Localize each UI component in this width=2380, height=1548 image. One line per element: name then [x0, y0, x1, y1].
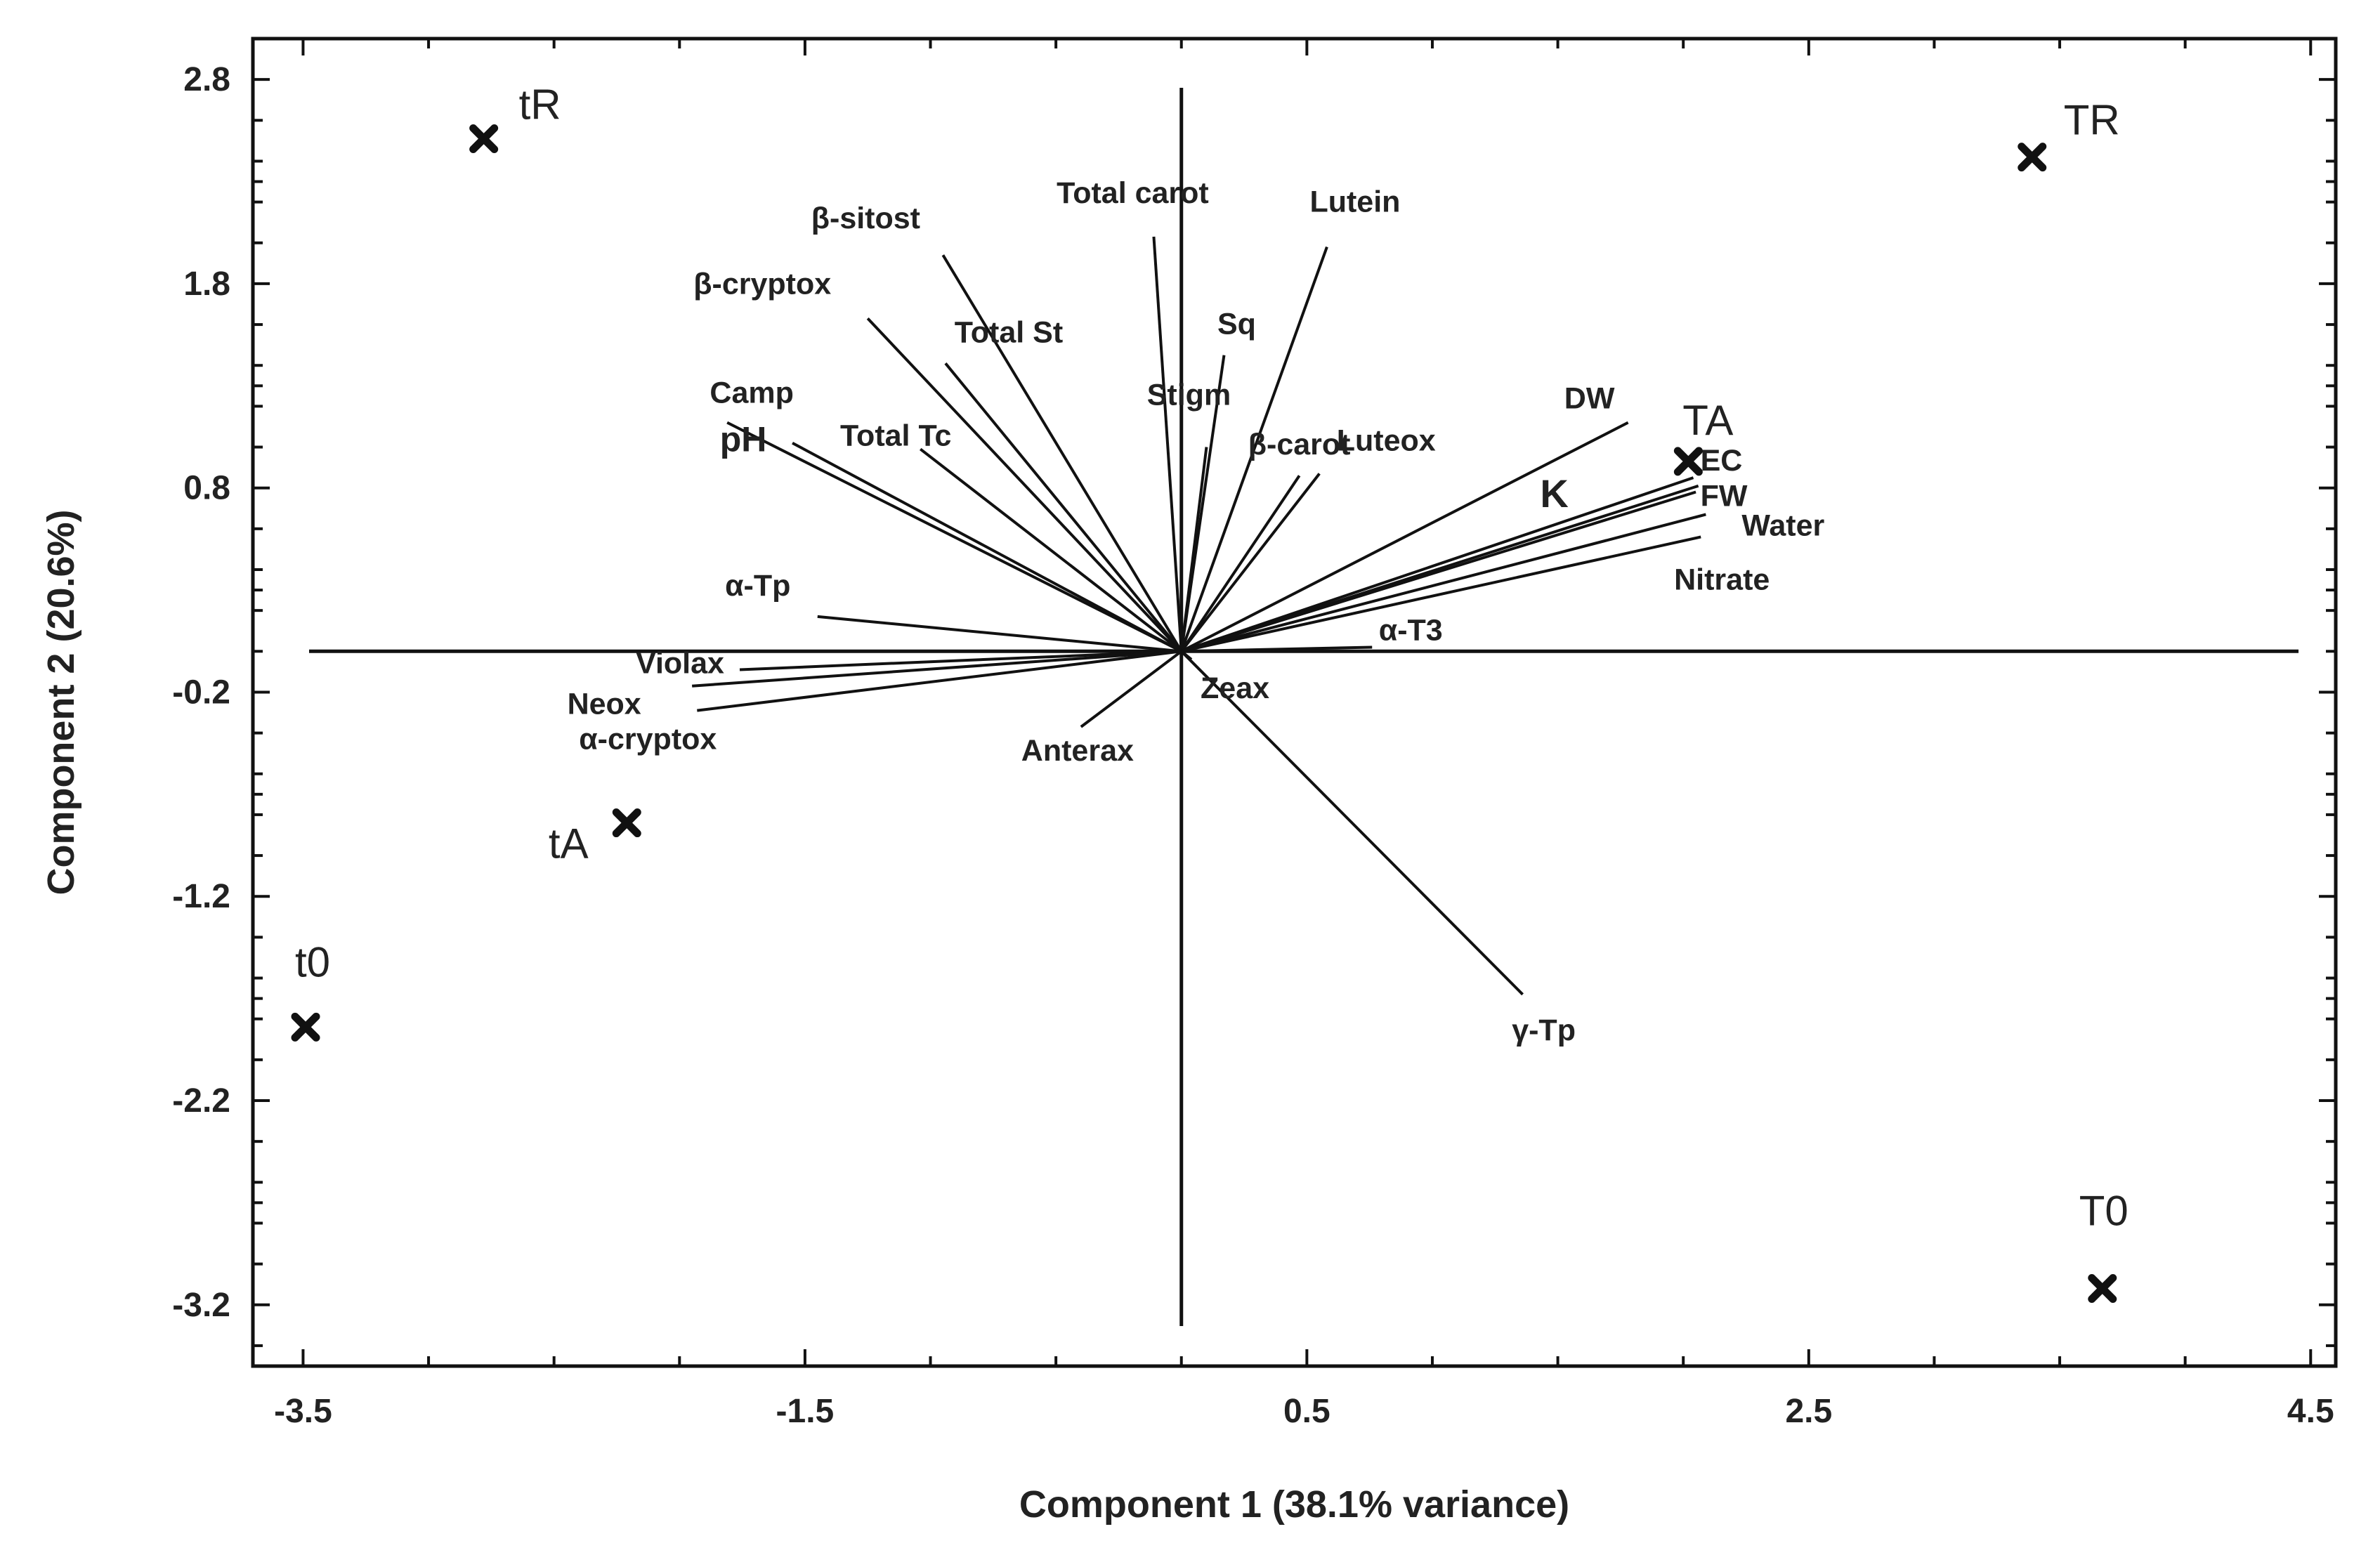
- loading-vector-violax: [739, 650, 1182, 671]
- y-tick-label: -2.2: [172, 1082, 230, 1120]
- loading-vector-dw: [1180, 421, 1629, 653]
- loading-label-water: Water: [1741, 509, 1824, 542]
- loading-label-cryptox: β-cryptox: [693, 267, 831, 301]
- loading-label-cryptox: α-cryptox: [579, 723, 717, 756]
- y-tick-label: 0.8: [183, 470, 230, 507]
- y-tick-label: -1.2: [172, 878, 230, 915]
- axis-lines: [309, 88, 2299, 1326]
- loading-labels: Lutein Total carot β-sitost β-cryptox Total …: [568, 176, 1825, 1047]
- marker-stroke: [469, 124, 499, 153]
- x-tick-label: 4.5: [2287, 1393, 2334, 1430]
- loading-label-tp: γ-Tp: [1512, 1014, 1576, 1047]
- loading-vector-stigm: [1179, 447, 1208, 652]
- x-tick-label: 2.5: [1785, 1393, 1832, 1430]
- loading-label-dw: DW: [1564, 382, 1615, 416]
- marker-stroke: [291, 1012, 320, 1042]
- loading-vectors: [692, 236, 1706, 996]
- loading-vector-fw: [1181, 490, 1696, 653]
- y-tick-label: -3.2: [172, 1287, 230, 1324]
- loading-label-total-tc: Total Tc: [840, 419, 951, 452]
- observation-label-ta: tA: [549, 820, 589, 867]
- observation-label-tr: TR: [2064, 97, 2120, 144]
- loading-label-zeax: Zeax: [1201, 671, 1269, 705]
- observation-marker-t0: [2088, 1274, 2117, 1304]
- loading-vector-neox: [692, 650, 1182, 688]
- x-axis-title: Component 1 (38.1% variance): [1019, 1483, 1569, 1526]
- loading-vector-ec: [1181, 476, 1694, 653]
- loading-label-tp: α-Tp: [725, 569, 790, 603]
- loading-vector-total-carot: [1152, 236, 1183, 652]
- loading-label-total-carot: Total carot: [1057, 176, 1209, 210]
- y-axis-title: Component 2 (20.6%): [40, 509, 82, 895]
- loading-label-t3: α-T3: [1379, 613, 1443, 647]
- y-tick-label: -0.2: [172, 674, 230, 711]
- observation-marker-ta: [612, 808, 641, 838]
- loading-vector-camp: [726, 421, 1182, 653]
- loading-label-sq: Sq: [1217, 308, 1256, 341]
- marker-stroke: [2018, 143, 2047, 172]
- loading-label-carot: β-carot: [1248, 428, 1351, 461]
- loading-vector-tp: [817, 615, 1182, 653]
- observation-markers: [291, 124, 2117, 1304]
- observation-marker-tr: [469, 124, 499, 153]
- loading-label-lutein: Lutein: [1309, 185, 1400, 219]
- y-tick-label: 2.8: [183, 61, 230, 98]
- loading-label-nitrate: Nitrate: [1674, 563, 1770, 596]
- observation-label-ta: TA: [1682, 397, 1733, 444]
- observation-label-t0: T0: [2079, 1188, 2129, 1235]
- axis-ticks: -3.5 -1.5 0.5 2.5 4.5 2.8 1.8 0.8 -0.2 -1.2 -2.2 -3…: [172, 37, 2336, 1430]
- marker-stroke: [612, 808, 641, 838]
- observation-labels: tR TR TA tA t0 T0: [295, 81, 2129, 1234]
- loading-vector-water: [1181, 513, 1706, 653]
- y-tick-label: 1.8: [183, 265, 230, 303]
- loading-label-ec: EC: [1701, 444, 1743, 478]
- loading-vector-luteox: [1180, 473, 1321, 652]
- loading-label-sitost: β-sitost: [811, 202, 920, 235]
- plot-frame: [251, 37, 2338, 1368]
- loading-label-neox: Neox: [568, 688, 641, 721]
- marker-stroke: [2088, 1274, 2117, 1304]
- loading-vector-total-st: [944, 362, 1183, 652]
- observation-marker-ta: [1673, 447, 1703, 476]
- loading-vector-tp: [1180, 650, 1524, 996]
- observation-label-tr: tR: [519, 81, 561, 128]
- observation-label-t0: t0: [295, 938, 330, 985]
- loading-label-total-st: Total St: [955, 315, 1063, 349]
- loading-label-ph: pH: [720, 420, 767, 459]
- x-tick-label: 0.5: [1283, 1393, 1330, 1430]
- loading-vector-nitrate: [1181, 535, 1701, 653]
- loading-label-stigm: Stigm: [1147, 379, 1231, 412]
- x-tick-label: -1.5: [776, 1393, 835, 1430]
- loading-label-luteox: Luteox: [1337, 424, 1436, 457]
- plot-border: [251, 37, 2338, 1368]
- x-tick-label: -3.5: [274, 1393, 332, 1430]
- loading-vector-ph: [792, 441, 1182, 653]
- loading-vector-total-tc: [920, 447, 1182, 652]
- marker-stroke: [1673, 447, 1703, 476]
- observation-marker-tr: [2018, 143, 2047, 172]
- observation-marker-t0: [291, 1012, 320, 1042]
- loading-vector-anterax: [1080, 650, 1182, 728]
- loading-vector-sitost: [941, 254, 1183, 652]
- loading-vector-t3: [1181, 645, 1373, 653]
- loading-label-anterax: Anterax: [1021, 734, 1134, 768]
- loading-vector-cryptox: [697, 650, 1182, 712]
- loading-vector-carot: [1180, 475, 1301, 652]
- loading-vector-cryptox: [866, 317, 1183, 652]
- loading-label-fw: FW: [1701, 480, 1748, 513]
- loading-vector-lutein: [1179, 246, 1328, 652]
- loading-label-k: K: [1540, 471, 1568, 516]
- loading-label-camp: Camp: [710, 376, 793, 410]
- loading-label-violax: Violax: [636, 646, 724, 680]
